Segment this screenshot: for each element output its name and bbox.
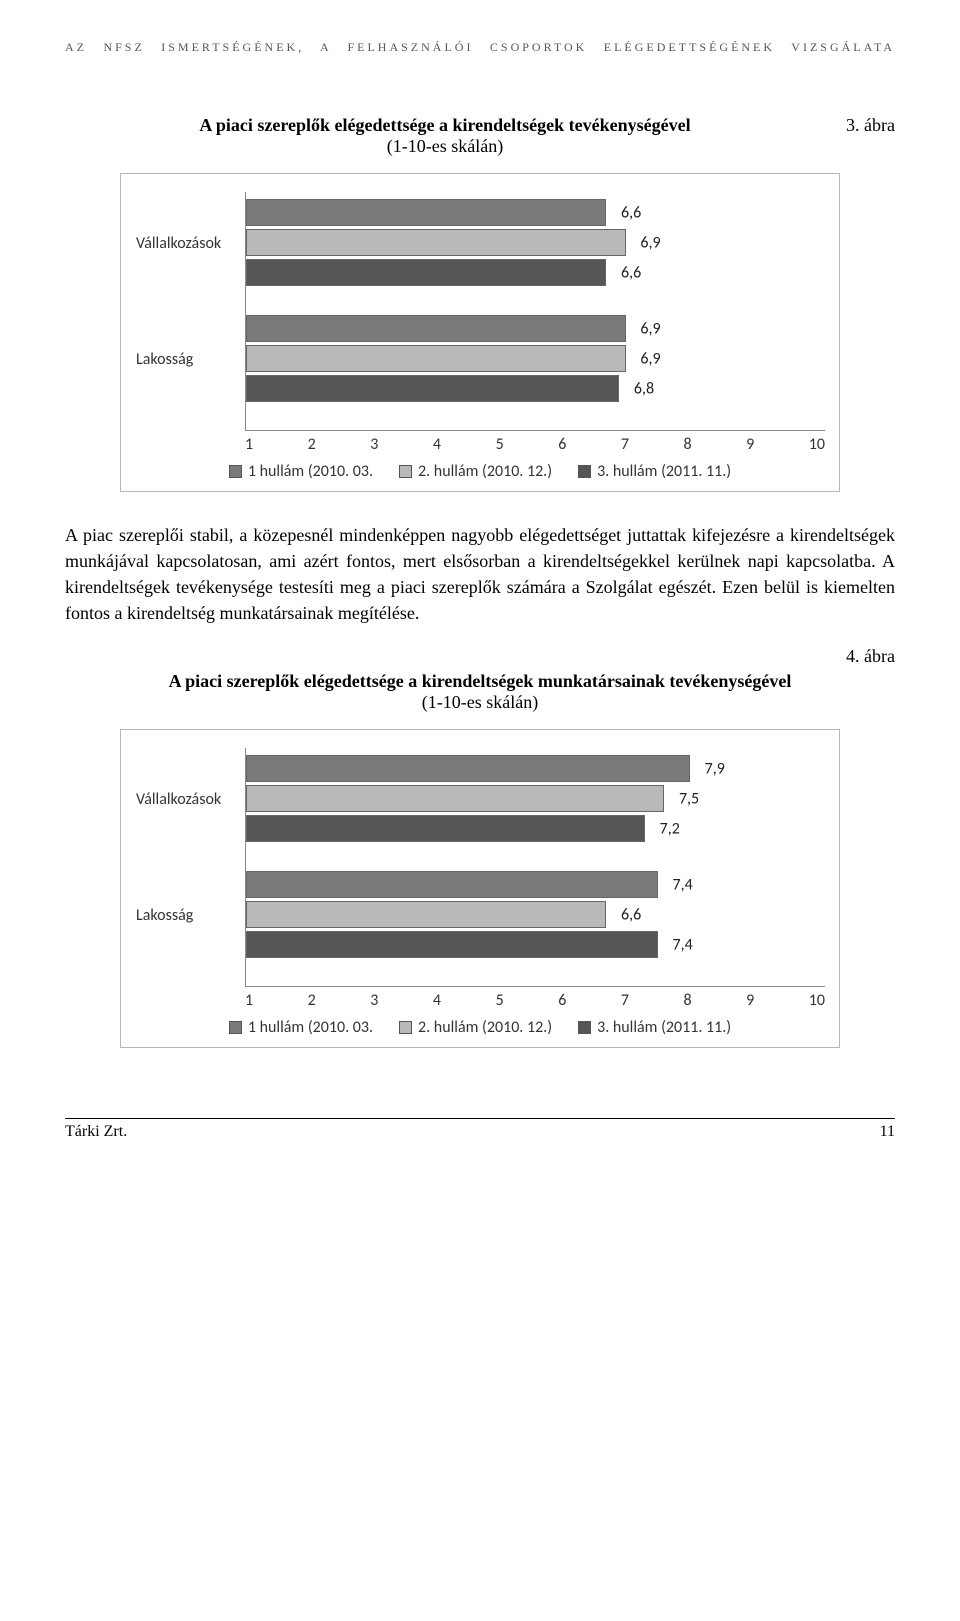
bar: 6,8	[246, 374, 825, 402]
bar: 7,5	[246, 784, 825, 812]
x-tick: 1	[245, 435, 253, 454]
x-tick: 8	[683, 991, 691, 1010]
legend-item: 3. hullám (2011. 11.)	[578, 1018, 731, 1037]
legend-swatch	[578, 465, 591, 478]
category-label: Lakosság	[136, 350, 246, 369]
page-footer: Tárki Zrt. 11	[65, 1118, 895, 1141]
bar-value: 6,9	[640, 349, 660, 368]
legend-item: 1 hullám (2010. 03.	[229, 1018, 373, 1037]
legend-swatch	[229, 1021, 242, 1034]
bar: 7,4	[246, 870, 825, 898]
bar: 6,9	[246, 344, 825, 372]
bar: 7,2	[246, 814, 825, 842]
bar: 6,6	[246, 258, 825, 286]
bar-value: 6,6	[621, 263, 641, 282]
body-paragraph: A piac szereplői stabil, a közepesnél mi…	[65, 522, 895, 626]
x-tick: 4	[433, 435, 441, 454]
x-tick: 2	[308, 435, 316, 454]
bar-value: 6,6	[621, 905, 641, 924]
legend-item: 3. hullám (2011. 11.)	[578, 462, 731, 481]
bar: 6,9	[246, 228, 825, 256]
bar-value: 6,8	[634, 379, 654, 398]
legend-swatch	[399, 465, 412, 478]
bar: 6,6	[246, 900, 825, 928]
bar-value: 7,2	[660, 819, 680, 838]
x-tick: 9	[746, 991, 754, 1010]
x-tick: 10	[809, 991, 825, 1010]
legend-item: 2. hullám (2010. 12.)	[399, 462, 552, 481]
x-tick: 5	[496, 991, 504, 1010]
bar-value: 6,9	[640, 319, 660, 338]
footer-right: 11	[880, 1123, 895, 1141]
bar-value: 7,9	[705, 759, 725, 778]
category-label: Vállalkozások	[136, 790, 246, 809]
bar: 6,6	[246, 198, 825, 226]
x-tick: 6	[558, 991, 566, 1010]
bar-value: 6,9	[640, 233, 660, 252]
fig4-subtitle: (1-10-es skálán)	[65, 692, 895, 713]
x-tick: 3	[370, 435, 378, 454]
legend-label: 3. hullám (2011. 11.)	[597, 1018, 731, 1037]
legend-swatch	[229, 465, 242, 478]
page-header: AZ NFSZ ISMERTSÉGÉNEK, A FELHASZNÁLÓI CS…	[65, 40, 895, 55]
bar-value: 6,6	[621, 203, 641, 222]
fig3-title: A piaci szereplők elégedettsége a kirend…	[65, 115, 825, 136]
category-group: Vállalkozások7,97,57,2	[246, 754, 825, 844]
bar-value: 7,4	[673, 875, 693, 894]
legend-swatch	[578, 1021, 591, 1034]
bar-value: 7,5	[679, 789, 699, 808]
x-tick: 7	[621, 991, 629, 1010]
legend-label: 1 hullám (2010. 03.	[248, 1018, 373, 1037]
legend-label: 3. hullám (2011. 11.)	[597, 462, 731, 481]
category-group: Lakosság6,96,96,8	[246, 314, 825, 404]
category-label: Lakosság	[136, 906, 246, 925]
fig3-label: 3. ábra	[825, 115, 895, 136]
x-tick: 2	[308, 991, 316, 1010]
fig3-subtitle: (1-10-es skálán)	[65, 136, 825, 157]
legend-swatch	[399, 1021, 412, 1034]
x-tick: 8	[683, 435, 691, 454]
bar: 7,9	[246, 754, 825, 782]
chart-3: Vállalkozások6,66,96,6Lakosság6,96,96,8 …	[120, 173, 840, 492]
x-tick: 10	[809, 435, 825, 454]
x-tick: 6	[558, 435, 566, 454]
legend-item: 1 hullám (2010. 03.	[229, 462, 373, 481]
fig4-label: 4. ábra	[65, 646, 895, 667]
chart-4: Vállalkozások7,97,57,2Lakosság7,46,67,4 …	[120, 729, 840, 1048]
category-group: Vállalkozások6,66,96,6	[246, 198, 825, 288]
legend-item: 2. hullám (2010. 12.)	[399, 1018, 552, 1037]
x-tick: 9	[746, 435, 754, 454]
x-tick: 3	[370, 991, 378, 1010]
fig4-title: A piaci szereplők elégedettsége a kirend…	[65, 671, 895, 692]
bar: 6,9	[246, 314, 825, 342]
legend-label: 1 hullám (2010. 03.	[248, 462, 373, 481]
x-tick: 4	[433, 991, 441, 1010]
legend-label: 2. hullám (2010. 12.)	[418, 1018, 552, 1037]
bar: 7,4	[246, 930, 825, 958]
category-label: Vállalkozások	[136, 234, 246, 253]
legend-label: 2. hullám (2010. 12.)	[418, 462, 552, 481]
x-tick: 5	[496, 435, 504, 454]
x-tick: 7	[621, 435, 629, 454]
footer-left: Tárki Zrt.	[65, 1123, 127, 1141]
bar-value: 7,4	[673, 935, 693, 954]
x-tick: 1	[245, 991, 253, 1010]
category-group: Lakosság7,46,67,4	[246, 870, 825, 960]
